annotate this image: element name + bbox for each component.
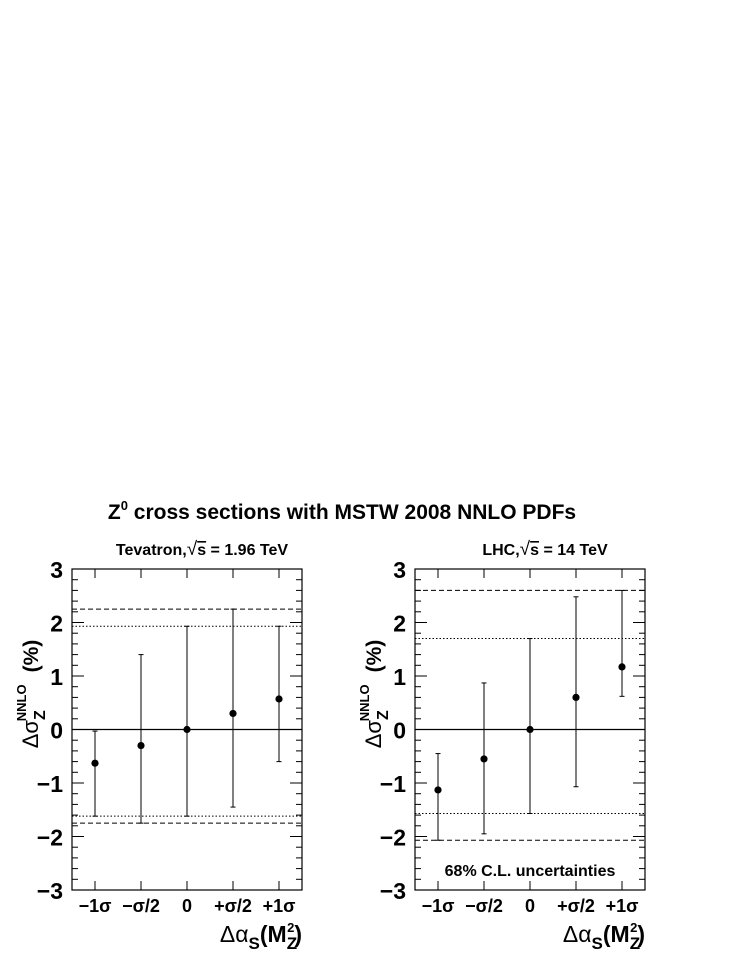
sqrt-symbol: √ <box>520 539 531 560</box>
y-label-sup: NNLO <box>14 684 29 721</box>
x-tick-label: +σ/2 <box>214 896 252 916</box>
y-tick-label: 1 <box>50 664 63 690</box>
y-tick-label: 0 <box>50 718 63 744</box>
data-point <box>229 709 237 718</box>
x-tick-label: −σ/2 <box>465 896 503 916</box>
sqrt-argument: s <box>530 542 539 559</box>
panel-lhc: −3 −2 −1 0 1 2 3 −1σ −σ/2 0 +σ/2 +1σ LHC,√s = 14 TeV… <box>357 539 646 953</box>
y-tick-label: −3 <box>37 878 63 904</box>
panel-label-suffix: = 14 TeV <box>539 542 608 559</box>
panel-label-prefix: LHC, <box>482 542 519 559</box>
y-label-delta: Δσ <box>18 720 43 749</box>
y-tick-label: −3 <box>380 878 406 904</box>
y-tick-label: 3 <box>393 557 406 583</box>
x-tick-label: −1σ <box>79 896 112 916</box>
y-label-sup: NNLO <box>357 684 372 721</box>
data-point <box>572 693 580 702</box>
sqrt-argument: s <box>197 542 206 559</box>
y-tick-label: −2 <box>37 825 63 851</box>
y-label-unit: (%) <box>363 640 386 673</box>
panel-label: Tevatron,√s = 1.96 TeV <box>116 539 288 560</box>
panel-tevatron: −3 −2 −1 0 1 2 3 −1σ −σ/2 0 +σ/2 +1σ Tevatron,√s = 1… <box>14 539 303 953</box>
x-axis-label: ΔαS(MZ2) <box>220 920 302 953</box>
y-tick-label: 2 <box>393 611 406 637</box>
data-point <box>434 786 442 794</box>
y-axis-label: ΔσZNNLO (%) <box>14 640 49 749</box>
y-tick-label: 3 <box>50 557 63 583</box>
x-label-paren-close: ) <box>637 921 645 947</box>
x-axis-label: ΔαS(MZ2) <box>563 920 645 953</box>
panel-label-suffix: = 1.96 TeV <box>206 542 288 559</box>
data-point <box>91 759 99 767</box>
x-tick-label: −σ/2 <box>122 896 160 916</box>
y-label-unit: (%) <box>20 640 43 673</box>
x-label-paren-open: (M <box>260 921 287 947</box>
x-tick-label: 0 <box>182 896 192 916</box>
x-tick-label: +σ/2 <box>557 896 595 916</box>
x-tick-label: 0 <box>525 896 535 916</box>
x-label-msup: 2 <box>630 920 637 935</box>
panel-label: LHC,√s = 14 TeV <box>482 539 608 560</box>
x-label-delta: Δα <box>563 921 592 947</box>
y-label-sub: Z <box>375 710 392 720</box>
data-point <box>480 755 488 763</box>
data-point <box>275 695 283 703</box>
x-tick-label: −1σ <box>422 896 455 916</box>
uncertainty-annotation: 68% C.L. uncertainties <box>445 863 616 880</box>
x-label-paren-open: (M <box>603 921 630 947</box>
y-tick-label: −1 <box>37 771 63 797</box>
data-point <box>183 725 191 734</box>
panel-label-prefix: Tevatron, <box>116 542 187 559</box>
y-label-sub: Z <box>32 710 49 720</box>
x-label-sub: S <box>249 934 260 953</box>
y-axis-label: ΔσZNNLO (%) <box>357 640 392 749</box>
x-label-msub: Z <box>630 934 640 953</box>
sqrt-symbol: √ <box>187 539 198 560</box>
x-tick-label: +1σ <box>606 896 639 916</box>
data-point <box>526 725 534 734</box>
y-tick-label: 0 <box>393 718 406 744</box>
x-label-msub: Z <box>287 934 297 953</box>
figure-title: Z0 cross sections with MSTW 2008 NNLO PD… <box>108 498 576 524</box>
y-tick-label: 2 <box>50 611 63 637</box>
y-tick-label: 1 <box>393 664 406 690</box>
x-label-delta: Δα <box>220 921 249 947</box>
x-label-msup: 2 <box>287 920 294 935</box>
data-point <box>137 741 145 750</box>
y-tick-label: −2 <box>380 825 406 851</box>
y-tick-label: −1 <box>380 771 406 797</box>
x-tick-label: +1σ <box>263 896 296 916</box>
data-point <box>618 663 626 671</box>
y-label-delta: Δσ <box>361 720 386 749</box>
x-label-paren-close: ) <box>294 921 302 947</box>
x-label-sub: S <box>592 934 603 953</box>
